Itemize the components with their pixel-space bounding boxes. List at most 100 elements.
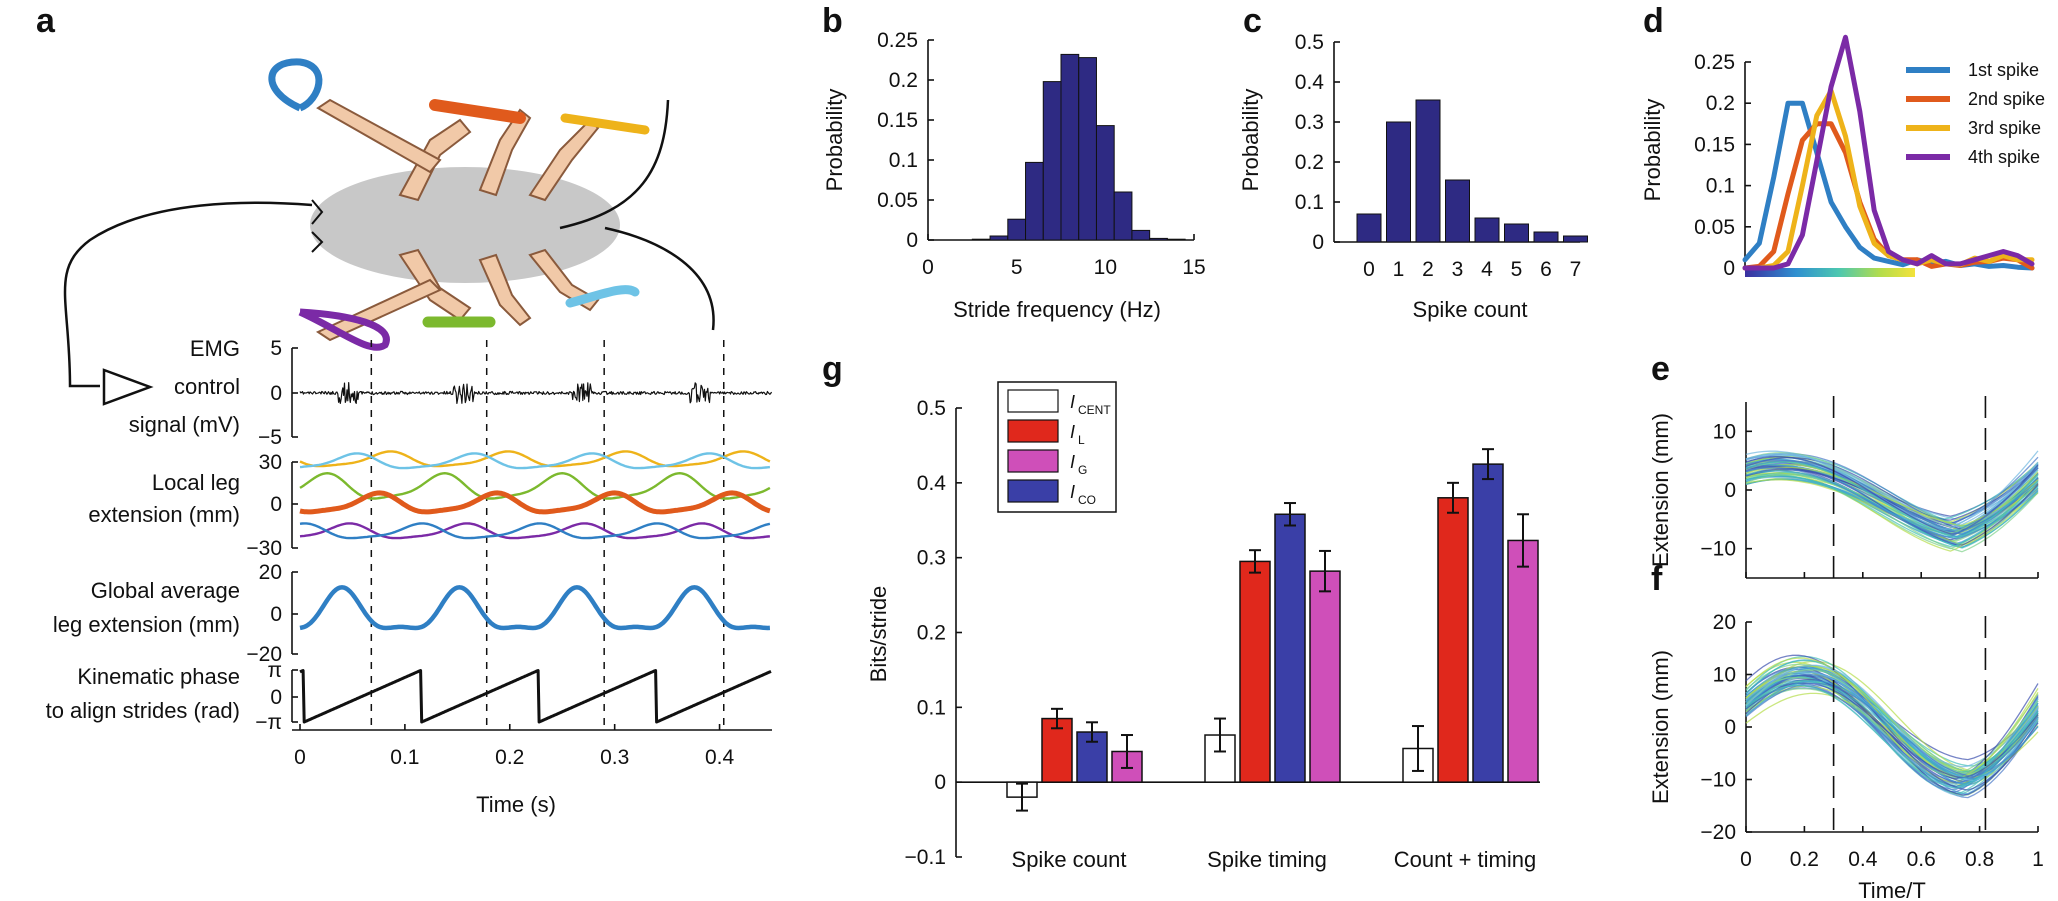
panelF-x-tick-0: 0 bbox=[1740, 848, 1752, 871]
panelF-x-tick-4: 0.8 bbox=[1965, 848, 1994, 871]
panel-label-a: a bbox=[36, 2, 56, 40]
local-leg-trace-3 bbox=[299, 490, 771, 515]
g-legend-label-2: I bbox=[1070, 482, 1075, 502]
g-legend-sub-0: CENT bbox=[1078, 403, 1111, 417]
trace-tick-2-2: −20 bbox=[246, 643, 282, 666]
time-tick-3: 0.3 bbox=[600, 746, 629, 769]
g-legend-label-3: I bbox=[1070, 452, 1075, 472]
g-legend-swatch-3 bbox=[1007, 449, 1059, 473]
panel-label-g: g bbox=[822, 350, 843, 388]
kinematic-phase-trace bbox=[299, 669, 772, 724]
b-y-tick-3: 0.15 bbox=[877, 109, 918, 132]
emg-trace bbox=[299, 382, 773, 404]
b-bar-4 bbox=[1042, 81, 1062, 241]
g-legend-label-1: I bbox=[1070, 422, 1075, 442]
b-x-tick-3: 15 bbox=[1182, 256, 1205, 279]
time-tick-2: 0.2 bbox=[495, 746, 524, 769]
d-y-tick-0: 0 bbox=[1723, 257, 1735, 280]
trace-tick-1-0: 30 bbox=[259, 451, 282, 474]
trace-tick-3-0: π bbox=[268, 659, 283, 682]
panelF-stride-trace-42 bbox=[1745, 654, 2039, 780]
e-y-tick-0: 10 bbox=[1713, 420, 1736, 443]
g-legend-swatch-0 bbox=[1007, 389, 1059, 413]
g-bar-2-3 bbox=[1507, 539, 1539, 783]
d-y-tick-3: 0.15 bbox=[1694, 133, 1735, 156]
panelE-stride-trace-48 bbox=[1745, 453, 2039, 526]
e-y-tick-1: 0 bbox=[1724, 479, 1736, 502]
f-y-label: Extension (mm) bbox=[1648, 650, 1673, 804]
local-leg-trace-1 bbox=[299, 452, 771, 470]
e-y-label: Extension (mm) bbox=[1648, 413, 1673, 567]
b-bar-1 bbox=[989, 235, 1009, 241]
c-bar-3 bbox=[1445, 179, 1470, 243]
panel-d-spike-timing-distributions: 0 0.05 0.1 0.15 0.2 0.25 1st spike 2nd spike 3rd… bbox=[1640, 34, 2045, 280]
panelF-x-tick-1: 0.2 bbox=[1790, 848, 1819, 871]
c-x-tick-1: 1 bbox=[1393, 258, 1405, 281]
trace-tick-1-2: −30 bbox=[246, 537, 282, 560]
c-x-tick-4: 4 bbox=[1481, 258, 1493, 281]
trace-tick-2-0: 20 bbox=[259, 561, 282, 584]
d-legend-label-1: 1st spike bbox=[1968, 60, 2039, 80]
c-y-tick-4: 0.4 bbox=[1295, 71, 1325, 94]
g-y-tick-1: 0.4 bbox=[917, 472, 947, 495]
c-y-tick-2: 0.2 bbox=[1295, 151, 1324, 174]
panel-e-aligned-extension: 10 0 −10 Extension (mm) bbox=[1648, 396, 2039, 579]
trace-tick-3-1: 0 bbox=[270, 686, 282, 709]
b-bar-8 bbox=[1113, 191, 1133, 241]
c-bar-2 bbox=[1415, 99, 1441, 243]
c-bar-7 bbox=[1563, 235, 1588, 243]
trace-label-3-0: Kinematic phase bbox=[77, 664, 240, 689]
panelF-stride-trace-52 bbox=[1745, 680, 2039, 773]
g-bar-1-3 bbox=[1309, 570, 1341, 783]
trace-tick-3-2: −π bbox=[255, 711, 282, 734]
panelE-stride-trace-59 bbox=[1745, 461, 2039, 539]
panel-label-b: b bbox=[822, 2, 843, 40]
c-y-tick-3: 0.3 bbox=[1295, 111, 1324, 134]
trace-tick-2-1: 0 bbox=[270, 603, 282, 626]
cockroach-illustration bbox=[63, 58, 715, 406]
f-y-tick-4: −20 bbox=[1700, 821, 1736, 844]
panel-g-information-bar-chart: 0.5 0.4 0.3 0.2 0.1 0 −0.1 Spike count Spike tim… bbox=[866, 381, 1540, 872]
b-bar-3 bbox=[1025, 161, 1044, 241]
b-bar-2 bbox=[1007, 218, 1027, 241]
trace-label-0-2: signal (mV) bbox=[129, 412, 240, 437]
c-bar-5 bbox=[1504, 223, 1529, 243]
panel-label-e: e bbox=[1651, 350, 1670, 388]
g-legend-label-0: I bbox=[1070, 392, 1075, 412]
g-category-label-2: Count + timing bbox=[1394, 847, 1536, 872]
b-y-tick-0: 0 bbox=[906, 229, 918, 252]
b-y-label: Probability bbox=[822, 89, 847, 192]
c-x-tick-3: 3 bbox=[1452, 258, 1464, 281]
g-y-tick-6: −0.1 bbox=[905, 846, 946, 869]
g-legend-swatch-1 bbox=[1007, 419, 1059, 443]
time-tick-4: 0.4 bbox=[705, 746, 735, 769]
local-leg-trace-5 bbox=[299, 522, 771, 540]
local-leg-trace-2 bbox=[299, 472, 771, 500]
trace-label-1-0: Local leg bbox=[152, 470, 240, 495]
time-tick-0: 0 bbox=[294, 746, 306, 769]
trace-label-2-1: leg extension (mm) bbox=[53, 612, 240, 637]
g-legend-sub-1: L bbox=[1078, 433, 1085, 447]
panelE-stride-trace-58 bbox=[1745, 470, 2039, 539]
panel-label-c: c bbox=[1243, 2, 1262, 40]
panelF-x-tick-5: 1 bbox=[2032, 848, 2044, 871]
b-x-tick-1: 5 bbox=[1011, 256, 1023, 279]
trace-label-3-1: to align strides (rad) bbox=[46, 698, 240, 723]
panel-label-d: d bbox=[1643, 2, 1664, 40]
c-x-tick-0: 0 bbox=[1363, 258, 1375, 281]
c-x-tick-5: 5 bbox=[1511, 258, 1523, 281]
b-bar-9 bbox=[1131, 229, 1151, 241]
f-y-tick-3: −10 bbox=[1700, 769, 1736, 792]
f-y-tick-0: 20 bbox=[1713, 611, 1736, 634]
d-y-tick-1: 0.05 bbox=[1694, 216, 1735, 239]
d-legend-label-2: 2nd spike bbox=[1968, 89, 2045, 109]
b-bar-6 bbox=[1078, 57, 1097, 241]
b-x-tick-2: 10 bbox=[1094, 256, 1117, 279]
g-bar-2-2 bbox=[1472, 463, 1504, 783]
f-y-tick-1: 10 bbox=[1713, 664, 1736, 687]
g-legend-swatch-2 bbox=[1007, 479, 1059, 503]
c-bar-6 bbox=[1533, 231, 1559, 243]
b-y-tick-2: 0.1 bbox=[889, 149, 918, 172]
